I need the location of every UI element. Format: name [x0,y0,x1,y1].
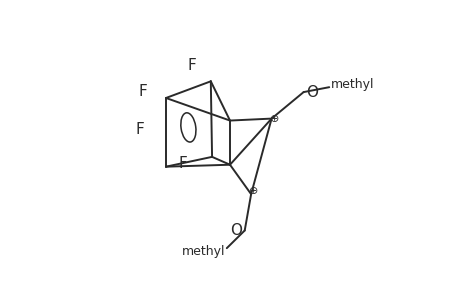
Text: F: F [135,122,144,137]
Text: ⊕: ⊕ [269,114,279,124]
Text: O: O [305,85,317,100]
Text: methyl: methyl [181,244,225,258]
Text: F: F [178,156,187,171]
Text: F: F [138,84,146,99]
Text: methyl: methyl [330,78,373,91]
Text: F: F [187,58,196,74]
Text: O: O [230,223,242,238]
Text: ⊕: ⊕ [249,186,258,196]
